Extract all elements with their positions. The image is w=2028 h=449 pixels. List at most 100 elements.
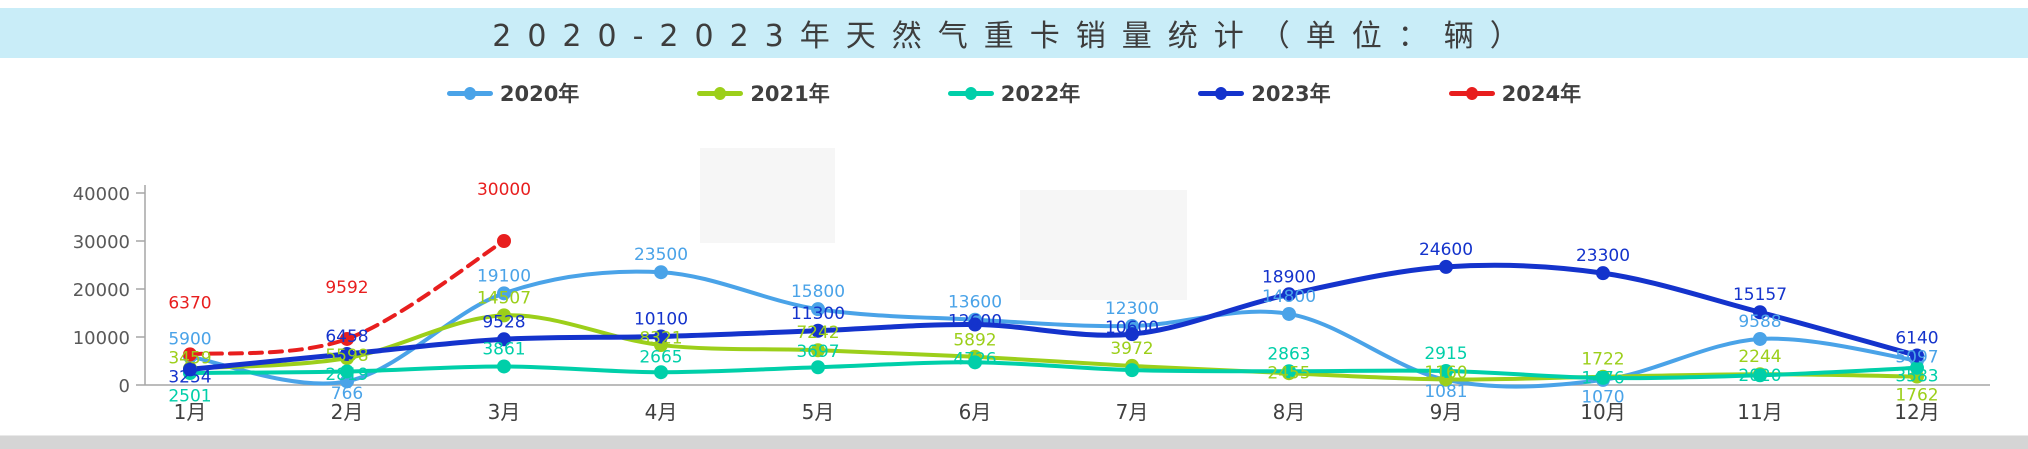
legend-marker-icon <box>1198 86 1245 100</box>
data-label-2021年: 1762 <box>1895 386 1938 406</box>
data-label-2021年: 7242 <box>796 323 839 343</box>
data-point-2024年 <box>497 234 511 248</box>
data-label-2021年: 1722 <box>1581 350 1624 370</box>
data-label-2022年: 1476 <box>1581 369 1624 389</box>
x-tick-label: 9月 <box>1430 400 1463 424</box>
data-label-2020年: 23500 <box>634 245 688 265</box>
x-tick-label: 2月 <box>331 400 364 424</box>
data-label-2023年: 23300 <box>1576 246 1630 266</box>
data-label-2021年: 2455 <box>1267 363 1310 383</box>
data-label-2023年: 12600 <box>948 312 1002 332</box>
legend-marker-icon <box>947 86 994 100</box>
data-label-2023年: 6140 <box>1895 329 1938 349</box>
data-label-2020年: 5097 <box>1895 348 1938 368</box>
legend-label: 2020年 <box>499 82 580 106</box>
legend-item-2020年: 2020年 <box>446 78 580 108</box>
data-point-2023年 <box>1439 259 1453 274</box>
x-tick-label: 6月 <box>959 400 992 424</box>
data-label-2021年: 1160 <box>1424 363 1467 383</box>
legend-item-2021年: 2021年 <box>697 78 830 108</box>
data-point-2022年 <box>340 364 354 379</box>
background-patch <box>1020 190 1187 300</box>
y-tick-label: 0 <box>119 376 130 397</box>
data-point-2020年 <box>1753 331 1767 346</box>
data-point-2020年 <box>497 286 511 301</box>
legend-item-2023年: 2023年 <box>1198 78 1331 108</box>
x-tick-label: 12月 <box>1894 400 1939 424</box>
data-point-2021年 <box>811 343 825 358</box>
data-label-2022年: 2819 <box>325 365 368 385</box>
x-tick-label: 8月 <box>1273 400 1306 424</box>
legend-label: 2021年 <box>750 82 830 106</box>
data-label-2020年: 19100 <box>477 266 531 286</box>
data-label-2023年: 9528 <box>482 312 525 332</box>
x-tick-label: 7月 <box>1116 400 1149 424</box>
data-label-2021年: 5892 <box>953 331 996 351</box>
data-label-2020年: 1070 <box>1581 388 1624 408</box>
series-line-2023年 <box>187 262 1920 372</box>
data-point-2023年 <box>1125 327 1139 342</box>
data-point-2022年 <box>1910 360 1924 375</box>
data-point-2023年 <box>497 332 511 347</box>
data-label-2021年: 14507 <box>477 288 531 308</box>
data-point-2023年 <box>811 323 825 338</box>
data-label-2022年: 2020 <box>1738 366 1781 386</box>
data-point-2022年 <box>968 355 982 370</box>
data-point-2023年 <box>183 362 197 377</box>
legend-label: 2023年 <box>1251 82 1331 106</box>
x-tick-label: 5月 <box>802 400 835 424</box>
data-point-2022年 <box>1596 370 1610 385</box>
x-tick-label: 3月 <box>488 400 521 424</box>
chart-title: 2020-2023年天然气重卡销量统计（单位：辆） <box>492 19 1536 54</box>
data-point-2020年 <box>654 265 668 280</box>
data-point-2023年 <box>1596 266 1610 281</box>
data-point-2022年 <box>1439 364 1453 379</box>
data-point-2022年 <box>1282 364 1296 379</box>
data-label-2021年: 3459 <box>168 349 211 369</box>
legend-label: 2022年 <box>1000 82 1081 106</box>
data-point-2023年 <box>1910 348 1924 363</box>
data-point-2021年 <box>497 308 511 323</box>
series-line-2022年 <box>188 360 1919 381</box>
data-label-2024年: 9592 <box>325 278 368 298</box>
data-label-2020年: 13600 <box>948 293 1002 313</box>
data-label-2023年: 10100 <box>634 310 688 330</box>
data-point-2020年 <box>811 302 825 317</box>
data-label-2022年: 3861 <box>482 339 525 359</box>
data-point-2022年 <box>811 360 825 375</box>
data-label-2022年: 4726 <box>953 350 996 370</box>
data-label-2022年: 2665 <box>639 348 682 368</box>
data-label-2021年: 2244 <box>1738 347 1781 367</box>
x-tick-label: 11月 <box>1737 400 1782 424</box>
data-point-2020年 <box>1282 306 1296 321</box>
data-label-2020年: 766 <box>331 384 363 404</box>
data-point-2024年 <box>183 347 197 362</box>
data-label-2020年: 5900 <box>168 330 211 350</box>
legend-item-2024年: 2024年 <box>1448 78 1581 108</box>
y-tick-label: 20000 <box>73 280 130 301</box>
data-point-2023年 <box>968 317 982 332</box>
data-label-2024年: 6370 <box>168 293 211 313</box>
y-tick-label: 40000 <box>73 184 130 205</box>
data-point-2023年 <box>340 347 354 362</box>
data-label-2023年: 24600 <box>1419 240 1473 260</box>
data-label-2023年: 11300 <box>791 304 845 324</box>
data-point-2022年 <box>497 359 511 374</box>
data-label-2022年: 2915 <box>1424 344 1467 364</box>
data-point-2023年 <box>1282 287 1296 302</box>
x-tick-label: 4月 <box>645 400 678 424</box>
data-label-2021年: 5598 <box>325 346 368 366</box>
data-label-2022年: 2501 <box>168 387 211 407</box>
legend-marker-icon <box>446 86 493 100</box>
data-point-2022年 <box>654 365 668 380</box>
y-tick-label: 10000 <box>73 328 130 349</box>
data-label-2023年: 10600 <box>1105 318 1159 338</box>
data-point-2023年 <box>1753 305 1767 320</box>
data-label-2020年: 1081 <box>1424 382 1467 402</box>
data-point-2022年 <box>1125 363 1139 378</box>
data-label-2023年: 6458 <box>325 327 368 347</box>
data-label-2020年: 9588 <box>1738 312 1781 332</box>
background-patch <box>700 148 835 243</box>
legend-marker-icon <box>1448 86 1495 100</box>
